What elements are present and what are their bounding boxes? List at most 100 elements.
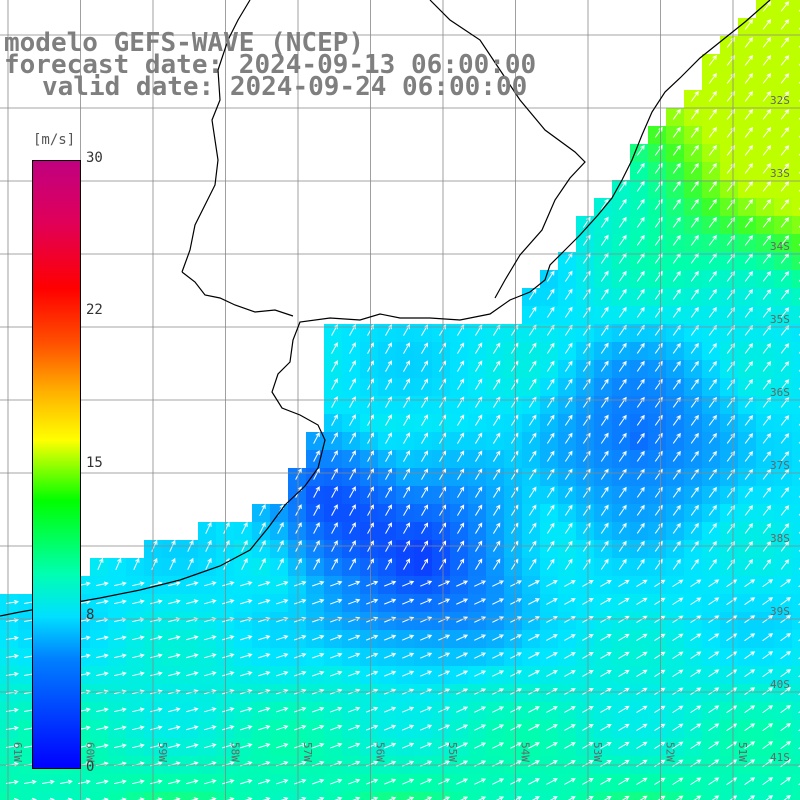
wind-arrow — [528, 580, 540, 587]
wind-arrow — [636, 198, 645, 210]
wind-arrow — [708, 234, 717, 246]
wind-arrow — [636, 360, 645, 372]
wind-arrow — [654, 342, 663, 354]
wind-arrow — [312, 652, 325, 659]
wind-arrow — [331, 558, 338, 570]
wind-arrow — [275, 598, 289, 605]
wind-arrow — [149, 743, 163, 749]
wind-arrow — [313, 558, 320, 570]
wind-arrow — [564, 378, 573, 390]
wind-arrow — [528, 540, 537, 552]
wind-arrow — [384, 598, 397, 605]
wind-arrow — [672, 180, 681, 192]
wind-cell — [576, 792, 595, 800]
wind-arrow — [654, 651, 666, 660]
wind-cell — [792, 18, 800, 37]
wind-arrow — [744, 669, 756, 678]
wind-arrow — [438, 598, 451, 605]
wind-cell — [792, 666, 800, 685]
longitude-label: 56W — [374, 742, 387, 762]
wind-arrow — [672, 288, 681, 300]
wind-arrow — [239, 653, 253, 659]
wind-arrow — [600, 486, 609, 498]
latitude-label: 38S — [770, 532, 790, 545]
wind-arrow — [600, 216, 609, 228]
wind-arrow — [420, 634, 433, 641]
wind-arrow — [762, 109, 772, 120]
wind-cell — [594, 792, 613, 800]
wind-arrow — [528, 706, 540, 713]
wind-cell — [54, 792, 73, 800]
wind-arrow — [457, 486, 465, 498]
wind-arrow — [23, 779, 37, 785]
wind-cell — [36, 792, 55, 800]
wind-arrow — [762, 343, 772, 354]
wind-arrow — [474, 742, 487, 749]
wind-arrow — [636, 144, 645, 156]
wind-arrow — [654, 777, 666, 786]
wind-cell — [126, 792, 145, 800]
wind-arrow — [167, 743, 181, 749]
wind-arrow — [131, 653, 145, 659]
wind-cell — [486, 792, 505, 800]
wind-arrow — [618, 360, 627, 372]
wind-arrow — [654, 414, 663, 426]
wind-arrow — [654, 216, 663, 228]
wind-arrow — [636, 597, 648, 605]
wind-arrow — [690, 486, 699, 498]
wind-arrow — [312, 634, 325, 641]
wind-arrow — [690, 687, 702, 696]
wind-arrow — [239, 725, 253, 731]
wind-arrow — [474, 760, 487, 767]
wind-arrow — [546, 486, 555, 498]
wind-arrow — [618, 270, 627, 282]
wind-arrow — [600, 759, 612, 767]
wind-arrow — [657, 795, 666, 800]
wind-arrow — [780, 109, 790, 120]
wind-arrow — [259, 504, 266, 516]
wind-arrow — [131, 635, 145, 641]
wind-arrow — [744, 54, 754, 66]
wind-arrow — [546, 360, 555, 372]
wind-arrow — [672, 468, 681, 480]
wind-arrow — [780, 361, 790, 372]
wind-arrow — [564, 706, 576, 713]
wind-arrow — [690, 162, 699, 174]
wind-arrow — [708, 540, 717, 552]
wind-arrow — [618, 486, 627, 498]
wind-arrow — [456, 742, 469, 749]
wind-arrow — [384, 724, 397, 731]
wind-cell — [792, 612, 800, 631]
wind-arrow — [672, 270, 681, 282]
wind-arrow — [385, 450, 392, 462]
wind-arrow — [313, 486, 320, 498]
wind-arrow — [293, 580, 307, 587]
wind-arrow — [221, 707, 235, 713]
wind-arrow — [262, 797, 271, 800]
wind-arrow — [780, 91, 790, 102]
wind-arrow — [438, 652, 451, 659]
wind-arrow — [780, 217, 790, 228]
wind-arrow — [421, 540, 429, 552]
wind-cell — [108, 792, 127, 800]
wind-arrow — [528, 450, 537, 462]
wind-arrow — [402, 598, 415, 605]
wind-arrow — [492, 432, 501, 444]
wind-arrow — [564, 486, 573, 498]
wind-arrow — [762, 523, 772, 534]
wind-arrow — [438, 760, 451, 767]
wind-arrow — [636, 723, 648, 731]
wind-arrow — [636, 486, 645, 498]
wind-cell — [90, 792, 109, 800]
wind-arrow — [384, 616, 397, 623]
wind-arrow — [205, 557, 212, 570]
wind-arrow — [293, 706, 307, 713]
title-model: modelo GEFS-WAVE (NCEP) — [4, 28, 365, 58]
wind-arrow — [421, 504, 429, 516]
wind-arrow — [137, 797, 145, 800]
wind-cell — [792, 432, 800, 451]
wind-arrow — [618, 579, 630, 587]
wind-arrow — [690, 90, 699, 102]
wind-arrow — [654, 597, 666, 606]
wind-arrow — [546, 270, 555, 282]
